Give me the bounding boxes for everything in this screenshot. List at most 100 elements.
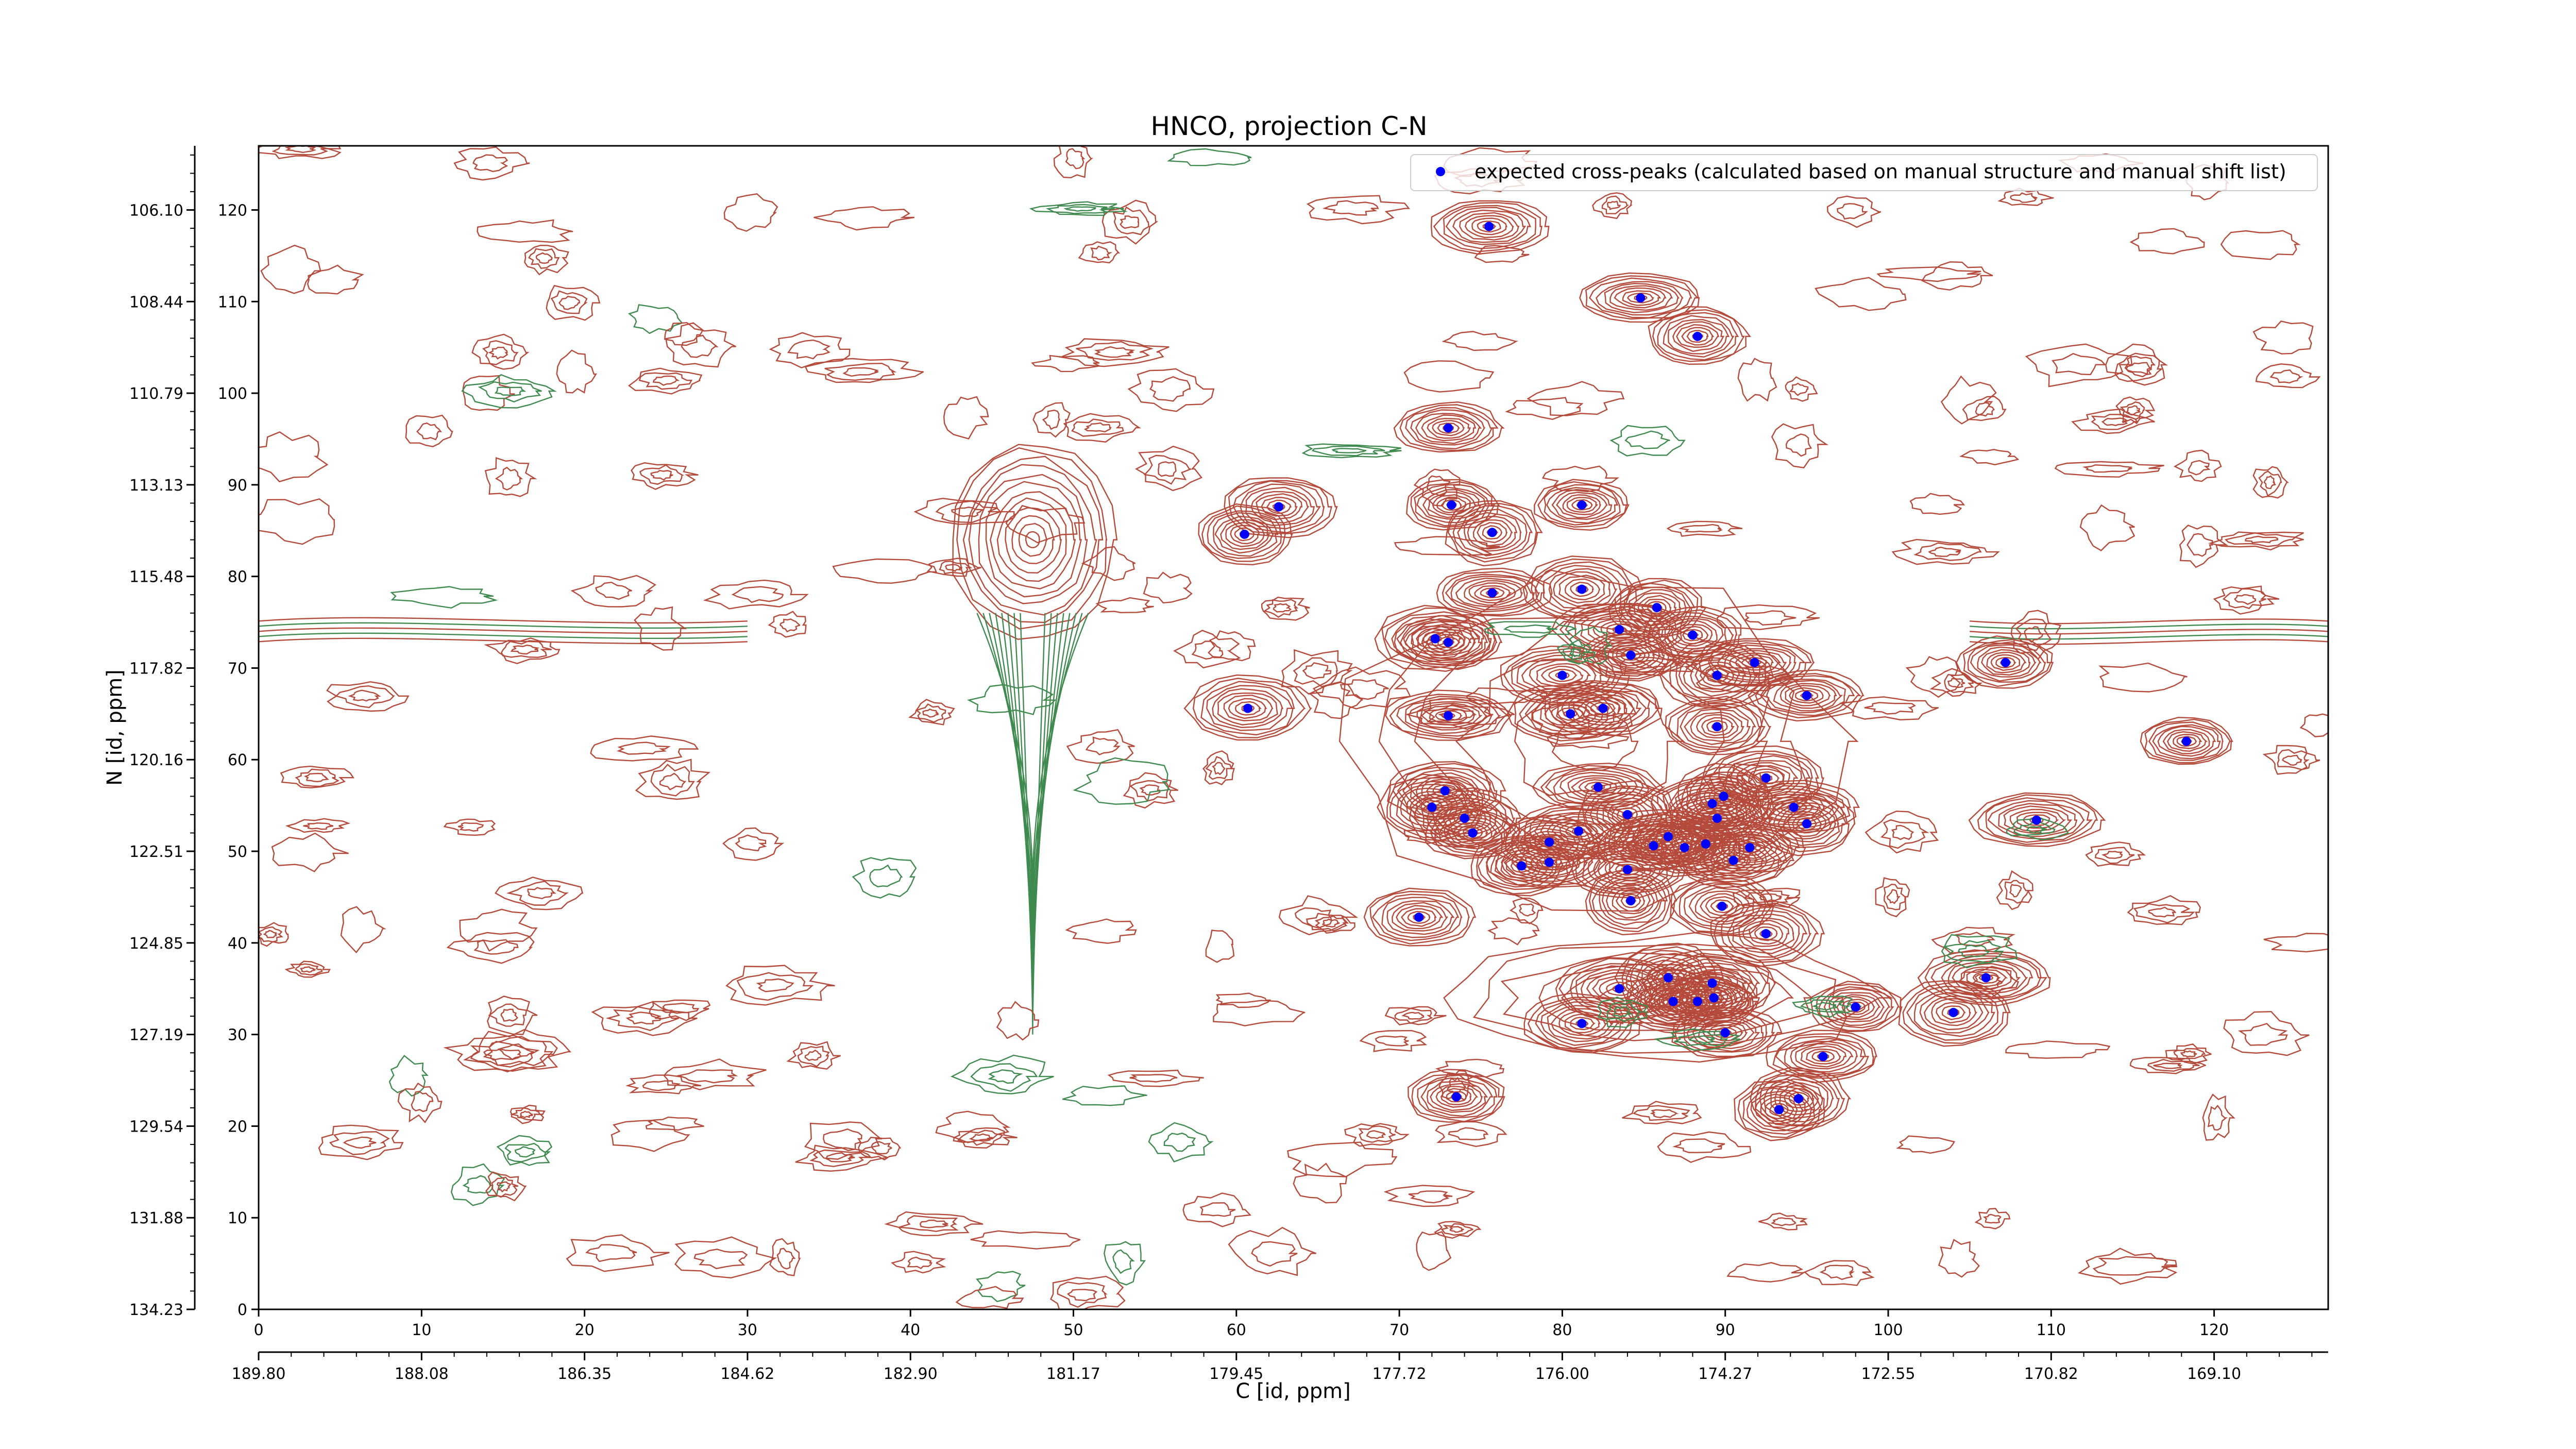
noise-contour <box>443 1035 558 1072</box>
peak-contour <box>1406 479 1500 531</box>
y-ppm-tick-label: 129.54 <box>129 1118 183 1136</box>
peak-contour <box>1446 1091 1467 1103</box>
peak-contour <box>1527 997 1636 1052</box>
noise-contour <box>1465 687 1548 705</box>
ridge-contour <box>1970 634 2328 640</box>
peak-contour <box>1962 638 2052 687</box>
noise-contour <box>804 358 924 383</box>
expected-cross-peak-markers <box>1240 222 2191 1115</box>
noise-contour <box>1556 638 1596 665</box>
noise-contour <box>1954 932 1996 947</box>
expected-cross-peak <box>1451 1092 1461 1102</box>
peak-contour <box>1425 805 1521 860</box>
peak-contour <box>1566 497 1599 513</box>
peak-contour <box>1399 404 1499 451</box>
peak-contour <box>1706 720 1728 733</box>
noise-contour <box>1212 762 1226 776</box>
peak-contour <box>1445 500 1543 567</box>
noise-contour <box>1789 382 1809 396</box>
peak-contour <box>1626 968 1722 1034</box>
peak-contour <box>1445 574 1540 613</box>
peak-contour <box>1416 486 1486 524</box>
chart-title: HNCO, projection C-N <box>1150 111 1427 141</box>
expected-cross-peak <box>1545 857 1554 867</box>
noise-contour <box>506 881 569 906</box>
noise-contour <box>2126 405 2141 416</box>
noise-contour <box>472 154 509 173</box>
peak-contour <box>1386 777 1482 838</box>
noise-contour <box>1723 763 1785 802</box>
x-index-tick-label: 40 <box>901 1321 920 1339</box>
noise-contour <box>284 961 331 978</box>
ridge-contour <box>259 627 748 634</box>
x-index-tick-label: 50 <box>1063 1321 1083 1339</box>
y-index-tick-label: 20 <box>228 1118 247 1136</box>
peak-contour <box>1607 642 1655 669</box>
x-ppm-tick-label: 169.10 <box>2187 1365 2241 1383</box>
noise-contour <box>259 431 329 483</box>
peak-contour <box>1536 856 1563 869</box>
peak-contour <box>1981 649 2031 676</box>
peak-contour <box>1551 714 1639 771</box>
peak-contour <box>1622 290 1662 306</box>
noise-contour <box>1107 1069 1204 1087</box>
expected-cross-peak <box>2031 815 2041 825</box>
peak-contour <box>1677 763 1773 830</box>
peak-contour <box>1609 285 1673 311</box>
noise-contour <box>1569 648 1582 658</box>
peak-contour <box>1676 324 1720 348</box>
noise-contour <box>411 1090 434 1113</box>
noise-contour <box>1905 656 1961 698</box>
peak-contour <box>1458 824 1488 842</box>
peak-contour <box>1452 822 1493 845</box>
peak-contour <box>1601 880 1660 921</box>
peak-contour <box>1672 321 1725 352</box>
expected-cross-peak <box>1707 979 1717 988</box>
noise-contour <box>769 1238 801 1276</box>
peak-contour <box>1585 868 1677 936</box>
peak-contour <box>1443 205 1536 249</box>
peak-contour <box>2140 717 2233 765</box>
x-index-tick-label: 20 <box>575 1321 595 1339</box>
noise-contour <box>1569 626 1613 665</box>
peak-contour <box>1363 887 1477 947</box>
noise-contour <box>776 1248 796 1270</box>
peak-contour <box>1417 626 1483 660</box>
noise-contour <box>1078 241 1121 264</box>
peak-contour <box>1430 1083 1483 1111</box>
peak-contour <box>1392 902 1449 932</box>
noise-contour <box>1135 445 1203 492</box>
y-index-axis: 0 10 20 30 40 50 60 70 80 90 100 110 120 <box>218 201 259 1319</box>
peak-contour <box>1430 200 1550 255</box>
expected-cross-peak <box>1443 423 1453 433</box>
y-ppm-tick-label: 113.13 <box>129 477 183 495</box>
expected-cross-peak <box>1577 584 1587 594</box>
peak-contour <box>1452 505 1533 560</box>
x-ppm-tick-label: 184.62 <box>720 1365 774 1383</box>
peak-contour <box>1410 409 1486 446</box>
peak-contour <box>1663 315 1735 358</box>
peak-contour <box>1225 521 1265 547</box>
noise-contour <box>1149 376 1191 402</box>
noise-contour <box>674 1236 777 1279</box>
noise-contour <box>2223 1010 2310 1056</box>
noise-contour <box>295 963 323 976</box>
noise-contour <box>1487 917 1540 946</box>
noise-contour <box>1228 1226 1316 1276</box>
peak-contour <box>1931 998 1978 1026</box>
noise-contour <box>495 466 523 491</box>
peak-contour <box>1643 605 1742 664</box>
noise-contour <box>1940 375 1997 425</box>
noise-contour <box>2147 1058 2200 1072</box>
peak-contour <box>1480 587 1505 599</box>
noise-contour <box>453 146 530 181</box>
peak-contour <box>1443 931 1894 1063</box>
peak-contour <box>1841 999 1870 1015</box>
peak-contour <box>1671 624 1713 647</box>
noise-contour <box>1442 331 1519 351</box>
peak-contour <box>1426 797 1505 840</box>
expected-cross-peak <box>1626 650 1636 660</box>
noise-contour <box>1366 1130 1386 1139</box>
spectrum-contours <box>259 146 2328 1309</box>
expected-cross-peak <box>1663 973 1673 983</box>
